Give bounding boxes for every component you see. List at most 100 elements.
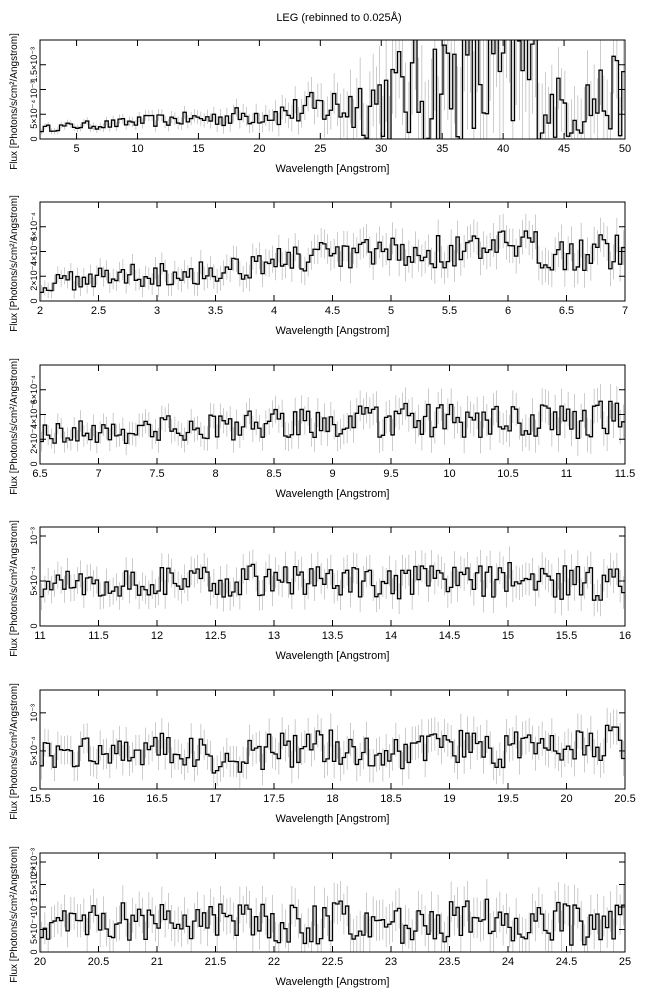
spectrum-panels: 5 10 15 20 25 30 35 40 45 5005×10⁻⁴10⁻³1.5×10⁻³Wa…: [9, 33, 636, 988]
y-tick-label: 0: [29, 949, 39, 954]
y-axis-label: Flux [Photons/s/cm²/Angstrom]: [9, 520, 20, 657]
flux-step-line: [40, 40, 625, 139]
x-axis-label: Wavelength [Angstrom]: [276, 650, 390, 662]
plot-frame: [39, 364, 626, 465]
x-tick-label: 21: [151, 956, 163, 968]
x-tick-label: 8.5: [266, 468, 281, 480]
x-tick-label: 21.5: [205, 956, 226, 968]
spectrum-data: [40, 383, 625, 456]
x-tick-label: 15: [192, 143, 204, 155]
x-tick-label: 17.5: [263, 793, 284, 805]
x-tick-label: 12.5: [205, 630, 226, 642]
x-tick-label: 2.5: [91, 305, 106, 317]
flux-step-line: [40, 230, 625, 294]
x-tick-label: 24: [502, 956, 514, 968]
x-tick-label: 11: [561, 468, 572, 480]
x-tick-label: 6.5: [559, 305, 574, 317]
x-tick-label: 23: [385, 956, 397, 968]
x-tick-label: 45: [558, 143, 570, 155]
x-axis-label: Wavelength [Angstrom]: [276, 488, 390, 500]
y-tick-label: 4×10⁻⁴: [29, 237, 39, 266]
y-tick-label: 10⁻³: [29, 527, 39, 545]
spectrum-panel-3: 6.5 7 7.5 8 8.5 9 9.5 10 10.5 11 11.5 0 2×10⁻⁴4×10⁻⁴…: [9, 358, 635, 500]
x-tick-label: 10: [131, 143, 143, 155]
x-tick-label: 13.5: [322, 630, 343, 642]
x-tick-label: 20.5: [88, 956, 109, 968]
x-tick-label: 19.5: [497, 793, 518, 805]
flux-step-line: [40, 561, 625, 601]
spectrum-data: [40, 707, 625, 789]
x-tick-label: 16.5: [146, 793, 167, 805]
x-tick-label: 4.5: [325, 305, 340, 317]
x-tick-label: 50: [619, 143, 631, 155]
spectrum-panel-2: 2 2.5 3 3.5 4 4.5 5 5.5 6 6.5 7 0 2×10⁻⁴4×10⁻⁴6×10⁻⁴…: [9, 195, 628, 337]
x-tick-label: 20.5: [614, 793, 635, 805]
flux-step-line: [40, 724, 625, 774]
x-tick-label: 12: [151, 630, 163, 642]
y-tick-label: 4×10⁻⁴: [29, 400, 39, 429]
y-axis-label: Flux [Photons/s/cm²/Angstrom]: [9, 195, 20, 332]
x-tick-label: 15.5: [29, 793, 50, 805]
x-tick-label: 5: [74, 143, 80, 155]
x-tick-label: 15: [502, 630, 514, 642]
x-tick-label: 14: [385, 630, 397, 642]
x-tick-label: 11.5: [615, 468, 636, 480]
x-tick-label: 15.5: [556, 630, 577, 642]
y-tick-label: 1.5×10⁻³: [29, 867, 39, 903]
x-tick-label: 11.5: [88, 630, 109, 642]
y-tick-label: 5×10⁻⁴: [29, 566, 39, 595]
x-tick-label: 6: [505, 305, 511, 317]
y-tick-label: 6×10⁻⁴: [29, 375, 39, 404]
y-tick-label: 0: [29, 623, 39, 628]
y-axis-label: Flux [Photons/s/cm²/Angstrom]: [9, 33, 20, 170]
x-tick-label: 23.5: [439, 956, 460, 968]
spectrum-data: [40, 213, 625, 300]
x-axis-label: Wavelength [Angstrom]: [276, 813, 390, 825]
x-tick-label: 6.5: [32, 468, 47, 480]
flux-step-line: [40, 898, 625, 946]
x-tick-label: 10.5: [497, 468, 518, 480]
spectrum-panel-6: 20 20.5 21 21.5 22 22.5 23 23.5 24 24.5 2505×10⁻⁴1…: [9, 846, 631, 988]
x-tick-label: 5.5: [442, 305, 457, 317]
y-tick-label: 0: [29, 136, 39, 141]
y-tick-label: 0: [29, 461, 39, 466]
x-tick-label: 11: [34, 630, 45, 642]
x-tick-label: 22.5: [322, 956, 343, 968]
x-tick-label: 24.5: [556, 956, 577, 968]
x-tick-label: 16: [92, 793, 104, 805]
x-tick-label: 9: [329, 468, 335, 480]
x-tick-label: 19: [443, 793, 455, 805]
x-tick-label: 14.5: [439, 630, 460, 642]
y-tick-label: 6×10⁻⁴: [29, 212, 39, 241]
x-tick-label: 25: [314, 143, 326, 155]
x-tick-label: 13: [268, 630, 280, 642]
y-tick-label: 0: [29, 298, 39, 303]
x-tick-label: 30: [375, 143, 387, 155]
y-tick-label: 2×10⁻⁴: [29, 262, 39, 291]
x-tick-label: 20: [560, 793, 572, 805]
x-tick-label: 22: [268, 956, 280, 968]
x-tick-label: 18: [326, 793, 338, 805]
x-tick-label: 3.5: [208, 305, 223, 317]
x-tick-label: 4: [271, 305, 277, 317]
y-tick-label: 10⁻³: [29, 81, 39, 99]
x-tick-label: 9.5: [383, 468, 398, 480]
x-tick-label: 7: [95, 468, 101, 480]
x-axis-label: Wavelength [Angstrom]: [276, 325, 390, 337]
x-tick-label: 2: [37, 305, 43, 317]
y-axis-label: Flux [Photons/s/cm²/Angstrom]: [9, 683, 20, 820]
spectrum-data: [40, 879, 625, 952]
x-tick-label: 17: [209, 793, 221, 805]
y-tick-label: 5×10⁻⁴: [29, 736, 39, 765]
x-tick-label: 7.5: [149, 468, 164, 480]
x-tick-label: 8: [212, 468, 218, 480]
y-axis-label: Flux [Photons/s/cm²/Angstrom]: [9, 846, 20, 983]
y-axis-label: Flux [Photons/s/cm²/Angstrom]: [9, 358, 20, 495]
y-tick-label: 5×10⁻⁴: [29, 915, 39, 944]
y-tick-label: 0: [29, 786, 39, 791]
x-tick-label: 16: [619, 630, 631, 642]
x-tick-label: 10: [443, 468, 455, 480]
x-axis-label: Wavelength [Angstrom]: [276, 163, 390, 175]
x-tick-label: 25: [619, 956, 631, 968]
x-tick-label: 40: [497, 143, 509, 155]
